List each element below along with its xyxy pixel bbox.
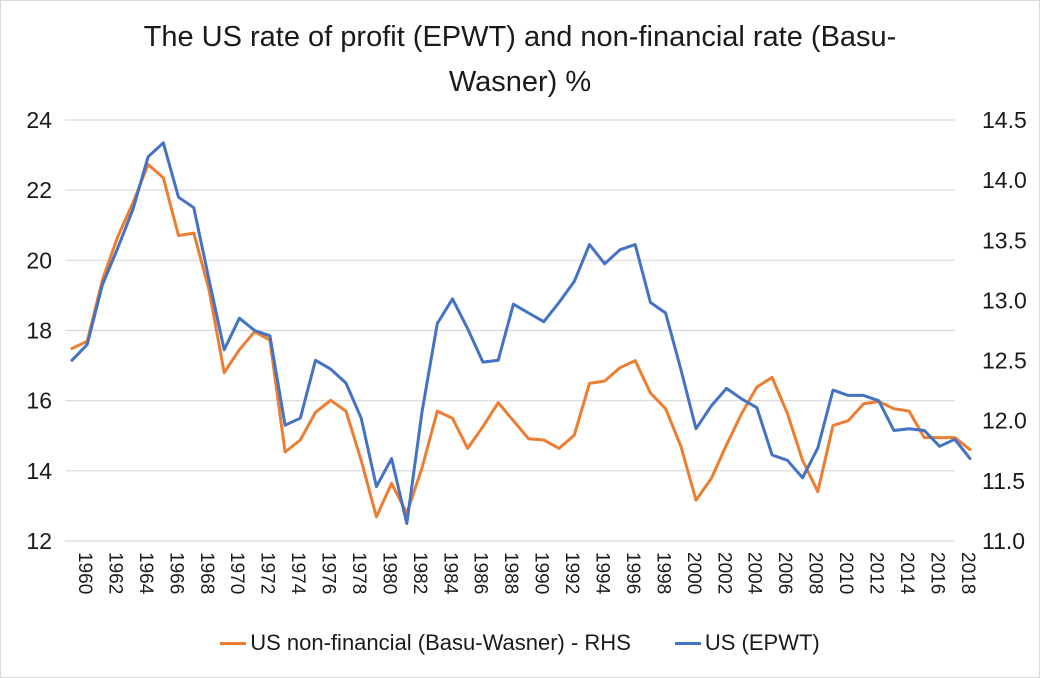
x-tick-label: 1986 <box>470 552 491 594</box>
y-left-tick-label: 18 <box>26 318 52 344</box>
series-line-epwt <box>70 141 972 525</box>
x-tick-label: 1980 <box>378 552 399 594</box>
x-tick-label: 2010 <box>835 552 856 594</box>
x-tick-label: 2000 <box>683 552 704 594</box>
chart-title-line-2: Wasner) % <box>448 66 592 98</box>
x-tick-label: 1998 <box>652 552 673 594</box>
y-left-tick-label: 20 <box>26 247 52 273</box>
x-tick-label: 2004 <box>744 552 765 595</box>
x-tick-label: 2002 <box>713 552 734 594</box>
y-left-tick-label: 22 <box>26 177 52 203</box>
x-tick-label: 2008 <box>805 552 826 594</box>
y-left-tick-label: 24 <box>26 107 52 133</box>
x-tick-label: 1968 <box>196 552 217 594</box>
y-left-tick-label: 12 <box>26 528 52 554</box>
x-tick-label: 2006 <box>774 552 795 594</box>
x-tick-label: 1988 <box>500 552 521 594</box>
x-tick-label: 1974 <box>287 552 308 595</box>
y-right-tick-label: 14.5 <box>982 107 1027 133</box>
y-left-tick-label: 14 <box>26 458 52 484</box>
x-tick-label: 2016 <box>926 552 947 594</box>
x-tick-label: 1978 <box>348 552 369 594</box>
x-tick-label: 1976 <box>318 552 339 594</box>
legend-swatch-blue <box>674 641 701 645</box>
x-tick-label: 1996 <box>622 552 643 594</box>
series-line-basu-wasner <box>70 163 972 519</box>
x-tick-label: 2018 <box>957 552 978 594</box>
x-tick-label: 1984 <box>439 552 460 595</box>
y-right-tick-label: 12.5 <box>982 348 1027 374</box>
legend-item-epwt: US (EPWT) <box>674 630 820 656</box>
legend: US non-financial (Basu-Wasner) - RHS US … <box>0 630 1040 656</box>
legend-item-basu-wasner: US non-financial (Basu-Wasner) - RHS <box>220 630 631 656</box>
x-tick-label: 1970 <box>226 552 247 594</box>
y-right-tick-label: 11.0 <box>982 528 1025 554</box>
y-left-tick-label: 16 <box>26 388 52 414</box>
y-right-tick-label: 13.0 <box>982 287 1027 313</box>
x-tick-label: 1994 <box>591 552 612 595</box>
chart-title-line-1: The US rate of profit (EPWT) and non-fin… <box>143 21 897 53</box>
legend-label-epwt: US (EPWT) <box>704 630 820 655</box>
x-tick-label: 1966 <box>165 552 186 594</box>
y-right-tick-label: 12.0 <box>982 408 1027 434</box>
legend-label-basu-wasner: US non-financial (Basu-Wasner) - RHS <box>250 630 631 655</box>
x-tick-label: 2012 <box>865 552 886 594</box>
x-tick-label: 1982 <box>409 552 430 594</box>
y-right-tick-label: 14.0 <box>982 167 1027 193</box>
y-right-tick-label: 13.5 <box>982 227 1027 253</box>
x-tick-label: 2014 <box>896 552 917 595</box>
y-right-tick-label: 11.5 <box>982 468 1025 494</box>
legend-swatch-orange <box>220 641 247 645</box>
x-tick-label: 1962 <box>104 552 125 594</box>
x-tick-label: 1990 <box>531 552 552 594</box>
x-tick-label: 1964 <box>135 552 156 595</box>
x-tick-label: 1972 <box>257 552 278 594</box>
x-tick-label: 1960 <box>74 552 95 594</box>
x-tick-label: 1992 <box>561 552 582 594</box>
